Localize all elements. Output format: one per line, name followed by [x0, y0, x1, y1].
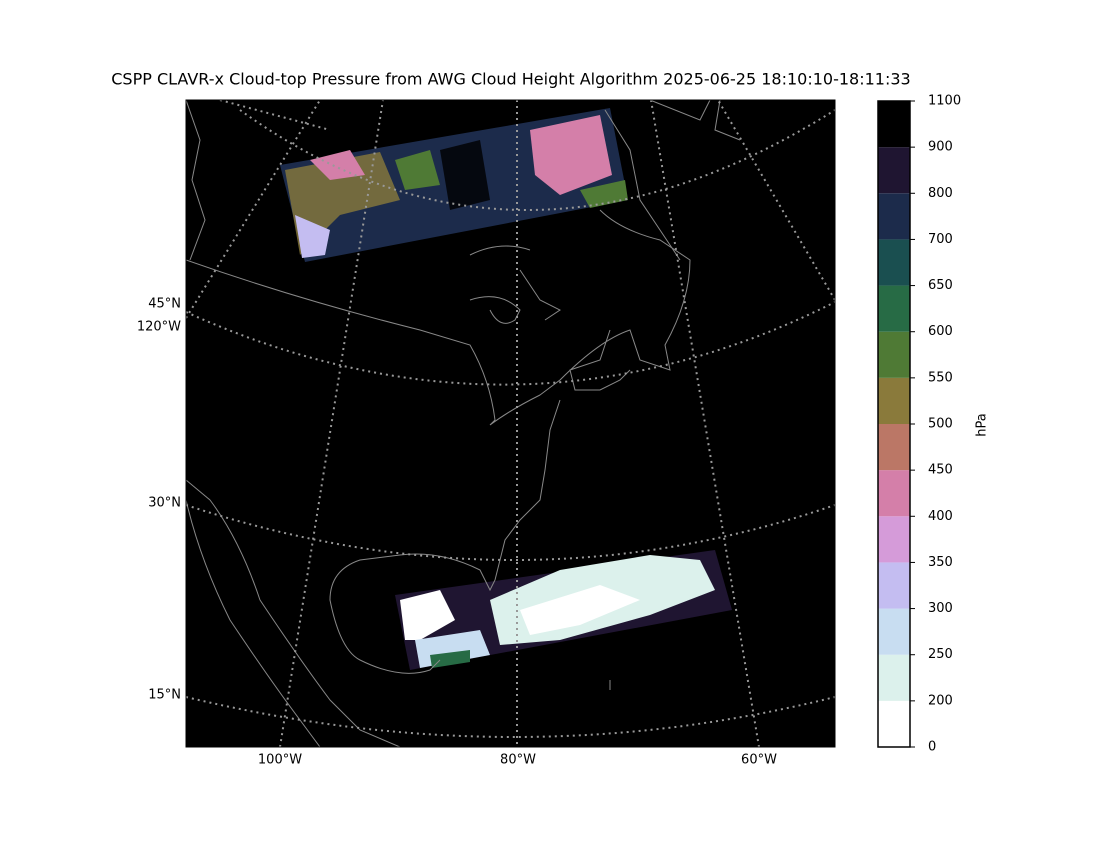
colorbar-segment	[878, 377, 910, 424]
colorbar-segment	[878, 470, 910, 517]
lat-label: 30°N	[148, 496, 181, 511]
colorbar-segment	[878, 516, 910, 563]
colorbar-tick-label: 400	[928, 509, 953, 524]
cloud	[395, 150, 440, 190]
colorbar-tick-label: 200	[928, 693, 953, 708]
parallel	[186, 696, 835, 738]
lon-label: 100°W	[258, 753, 302, 768]
meridian	[219, 100, 331, 131]
cloud	[520, 585, 640, 635]
coastline	[186, 209, 691, 747]
colorbar-tick-label: 800	[928, 186, 953, 201]
colorbar-segment	[878, 101, 910, 148]
lon-label: 80°W	[500, 753, 536, 768]
colorbar-tick-label: 0	[928, 740, 936, 755]
meridian	[717, 100, 835, 301]
lon-label: 120°W	[137, 320, 181, 335]
colorbar-tick-label: 350	[928, 555, 953, 570]
colorbar-segment	[878, 193, 910, 240]
lon-label: 60°W	[741, 753, 777, 768]
title: CSPP CLAVR-x Cloud-top Pressure from AWG…	[111, 70, 910, 89]
parallel	[239, 109, 835, 211]
colorbar-segment	[878, 239, 910, 286]
colorbar-tick-label: 1100	[928, 94, 961, 109]
colorbar-segment	[878, 562, 910, 609]
cloud	[530, 115, 612, 195]
colorbar-tick-label: 250	[928, 647, 953, 662]
colorbar-tick-label: 500	[928, 417, 953, 432]
colorbar-segment	[878, 331, 910, 378]
colorbar: 0 200 250 300 350 400 450 500 550 600 650 700 800 900…	[877, 94, 961, 755]
colorbar-segment	[878, 424, 910, 471]
colorbar-tick-label: 450	[928, 463, 953, 478]
coastline	[186, 100, 741, 690]
colorbar-label: hPa	[975, 413, 990, 436]
meridian	[186, 100, 321, 319]
map	[186, 100, 835, 747]
meridian	[650, 100, 760, 747]
colorbar-tick-label: 700	[928, 232, 953, 247]
cloud	[430, 650, 470, 668]
cloud	[400, 590, 455, 640]
lake	[469, 245, 561, 324]
colorbar-tick-label: 550	[928, 370, 953, 385]
lat-label: 15°N	[148, 688, 181, 703]
lat-label: 45°N	[148, 297, 181, 312]
meridian	[279, 100, 384, 747]
colorbar-tick-label: 650	[928, 278, 953, 293]
colorbar-segment	[878, 147, 910, 194]
clear	[440, 140, 490, 210]
colorbar-tick-label: 600	[928, 324, 953, 339]
cloud	[580, 180, 628, 208]
colorbar-segment	[878, 608, 910, 655]
cloud	[295, 215, 330, 258]
colorbar-segment	[878, 700, 910, 747]
map-frame	[185, 99, 836, 748]
colorbar-tick-label: 900	[928, 140, 953, 155]
parallel	[186, 504, 835, 561]
colorbar-segment	[878, 654, 910, 701]
colorbar-tick-label: 300	[928, 601, 953, 616]
colorbar-segment	[878, 285, 910, 332]
